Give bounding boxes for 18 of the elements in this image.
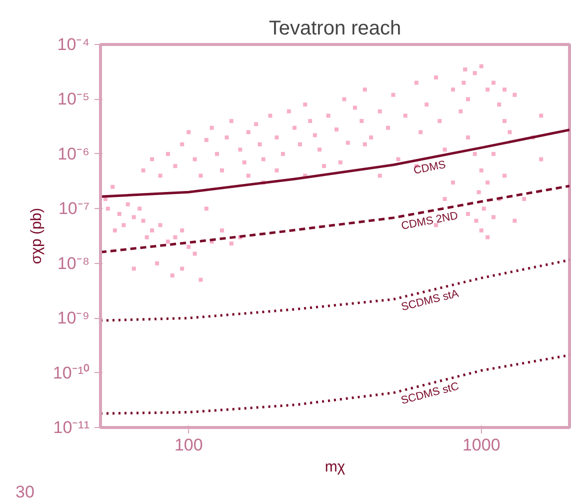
y-tick-label: 10⁻⁴ xyxy=(57,35,90,54)
y-tick-label: 10⁻⁹ xyxy=(57,308,90,328)
y-axis-title: σχp (pb) xyxy=(28,208,45,264)
y-tick-label: 10⁻⁵ xyxy=(58,90,90,109)
chart-title: Tevatron reach xyxy=(268,18,402,40)
y-tick-label: 10⁻¹⁰ xyxy=(52,363,90,382)
y-tick-label: 10⁻⁷ xyxy=(58,199,90,218)
y-tick-label: 10⁻¹¹ xyxy=(53,418,90,437)
text: SCDMS stC xyxy=(400,380,460,407)
text: SCDMS stA xyxy=(400,288,461,314)
x-tick-label: 1000 xyxy=(462,436,500,454)
x-axis-title: mχ xyxy=(324,458,346,476)
x-tick-label: 100 xyxy=(174,436,203,454)
text: CDMS 2ND xyxy=(400,210,460,232)
text: CDMS xyxy=(412,158,447,177)
text: 30 xyxy=(16,482,34,502)
y-tick-label: 10⁻⁸ xyxy=(57,254,90,273)
y-tick-label: 10⁻⁶ xyxy=(58,144,90,164)
